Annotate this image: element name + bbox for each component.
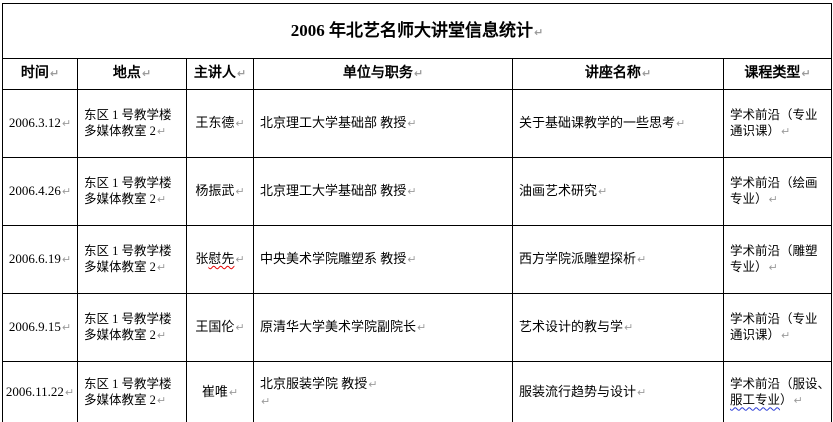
paragraph-mark: ↵ <box>637 253 647 267</box>
cell-type[interactable]: 学术前沿（专业 通识课）↵ <box>722 89 833 158</box>
col-header-location-label: 地点 <box>112 65 141 81</box>
cell-lecture[interactable]: 关于基础课教学的一些思考↵ <box>512 89 724 158</box>
paragraph-mark: ↵ <box>61 253 72 267</box>
col-header-lecture[interactable]: 讲座名称↵ <box>512 58 724 90</box>
col-header-type[interactable]: 课程类型↵ <box>722 58 833 90</box>
cell-location[interactable]: 东区 1 号教学楼 多媒体教室 2↵ <box>77 225 187 294</box>
cell-speaker[interactable]: 王东德↵ <box>186 89 254 158</box>
cell-type[interactable]: 学术前沿（雕塑 专业）↵ <box>722 225 833 294</box>
paragraph-mark: ↵ <box>61 117 72 131</box>
paragraph-mark: ↵ <box>235 117 245 131</box>
cell-lecture[interactable]: 艺术设计的教与学↵ <box>512 293 724 362</box>
table-row: 2006.9.15↵ 东区 1 号教学楼 多媒体教室 2↵ 王国伦↵ 原清华大学… <box>2 293 833 362</box>
paragraph-mark: ↵ <box>768 261 778 275</box>
paragraph-mark: ↵ <box>156 329 167 343</box>
cell-date[interactable]: 2006.11.22↵ <box>2 361 78 422</box>
cell-date[interactable]: 2006.3.12↵ <box>2 89 78 158</box>
title-row: 2006 年北艺名师大讲堂信息统计↵ <box>1 3 833 59</box>
cell-type[interactable]: 学术前沿（服设、 服工专业）↵ <box>722 361 833 422</box>
paragraph-mark: ↵ <box>141 66 152 80</box>
paragraph-mark: ↵ <box>417 321 427 335</box>
document-title: 2006 年北艺名师大讲堂信息统计 <box>290 20 534 40</box>
cell-speaker[interactable]: 王国伦↵ <box>186 293 254 362</box>
paragraph-mark: ↵ <box>64 386 75 400</box>
table-row: 2006.11.22↵ 东区 1 号教学楼 多媒体教室 2↵ 崔唯↵ 北京服装学… <box>2 361 833 422</box>
paragraph-mark: ↵ <box>641 66 652 80</box>
col-header-type-label: 课程类型 <box>744 65 801 81</box>
paragraph-mark: ↵ <box>261 394 271 408</box>
cell-location[interactable]: 东区 1 号教学楼 多媒体教室 2↵ <box>77 293 187 362</box>
paragraph-mark: ↵ <box>235 185 245 199</box>
paragraph-mark: ↵ <box>156 193 167 207</box>
paragraph-mark: ↵ <box>793 394 803 408</box>
cell-location[interactable]: 东区 1 号教学楼 多媒体教室 2↵ <box>77 361 187 422</box>
paragraph-mark: ↵ <box>534 25 544 39</box>
cell-location[interactable]: 东区 1 号教学楼 多媒体教室 2↵ <box>77 157 187 226</box>
cell-lecture[interactable]: 西方学院派雕塑探析↵ <box>512 225 724 294</box>
cell-lecture[interactable]: 油画艺术研究↵ <box>512 157 724 226</box>
paragraph-mark: ↵ <box>61 185 72 199</box>
spellcheck-marked-text: 慰先 <box>208 251 235 267</box>
cell-lecture[interactable]: 服装流行趋势与设计↵ <box>512 361 724 422</box>
cell-unit[interactable]: 北京理工大学基础部 教授↵ <box>253 157 513 226</box>
paragraph-mark: ↵ <box>156 125 167 139</box>
paragraph-mark: ↵ <box>407 117 417 131</box>
cell-unit[interactable]: 原清华大学美术学院副院长↵ <box>253 293 513 362</box>
document-title-cell[interactable]: 2006 年北艺名师大讲堂信息统计↵ <box>1 3 833 59</box>
paragraph-mark: ↵ <box>228 386 239 400</box>
cell-location[interactable]: 东区 1 号教学楼 多媒体教室 2↵ <box>77 89 187 158</box>
cell-type[interactable]: 学术前沿（绘画 专业）↵ <box>722 157 833 226</box>
table-row: 2006.3.12↵ 东区 1 号教学楼 多媒体教室 2↵ 王东德↵ 北京理工大… <box>2 89 833 158</box>
paragraph-mark: ↵ <box>236 66 247 80</box>
cell-unit[interactable]: 中央美术学院雕塑系 教授↵ <box>253 225 513 294</box>
col-header-location[interactable]: 地点↵ <box>77 58 187 90</box>
paragraph-mark: ↵ <box>156 261 167 275</box>
paragraph-mark: ↵ <box>413 66 424 80</box>
col-header-time[interactable]: 时间↵ <box>2 58 78 90</box>
paragraph-mark: ↵ <box>598 185 608 199</box>
cell-speaker[interactable]: 崔唯↵ <box>186 361 254 422</box>
cell-date[interactable]: 2006.6.19↵ <box>2 225 78 294</box>
paragraph-mark: ↵ <box>676 117 686 131</box>
paragraph-mark: ↵ <box>637 386 647 400</box>
grammar-marked-text: 服工专业 <box>730 393 781 408</box>
col-header-unit-label: 单位与职务 <box>342 65 413 81</box>
paragraph-mark: ↵ <box>156 394 167 408</box>
paragraph-mark: ↵ <box>624 321 634 335</box>
cell-speaker[interactable]: 杨振武↵ <box>186 157 254 226</box>
col-header-time-label: 时间 <box>20 65 49 81</box>
col-header-speaker[interactable]: 主讲人↵ <box>186 58 254 90</box>
cell-speaker[interactable]: 张慰先↵ <box>186 225 254 294</box>
paragraph-mark: ↵ <box>61 321 72 335</box>
table-row: 2006.6.19↵ 东区 1 号教学楼 多媒体教室 2↵ 张慰先↵ 中央美术学… <box>2 225 833 294</box>
cell-type[interactable]: 学术前沿（专业 通识课）↵ <box>722 293 833 362</box>
cell-unit[interactable]: 北京理工大学基础部 教授↵ <box>253 89 513 158</box>
paragraph-mark: ↵ <box>235 253 245 267</box>
paragraph-mark: ↵ <box>781 125 791 139</box>
cell-unit[interactable]: 北京服装学院 教授↵ ↵ <box>253 361 513 422</box>
col-header-speaker-label: 主讲人 <box>193 65 236 81</box>
col-header-unit[interactable]: 单位与职务↵ <box>253 58 513 90</box>
header-row: 时间↵ 地点↵ 主讲人↵ 单位与职务↵ 讲座名称↵ 课程类型↵ <box>2 58 833 90</box>
cell-date[interactable]: 2006.9.15↵ <box>2 293 78 362</box>
cell-date[interactable]: 2006.4.26↵ <box>2 157 78 226</box>
paragraph-mark: ↵ <box>781 329 791 343</box>
paragraph-mark: ↵ <box>407 253 417 267</box>
paragraph-mark: ↵ <box>407 185 417 199</box>
col-header-lecture-label: 讲座名称 <box>584 65 641 81</box>
paragraph-mark: ↵ <box>49 66 60 80</box>
paragraph-mark: ↵ <box>801 66 811 80</box>
paragraph-mark: ↵ <box>368 377 378 391</box>
paragraph-mark: ↵ <box>768 193 778 207</box>
table-row: 2006.4.26↵ 东区 1 号教学楼 多媒体教室 2↵ 杨振武↵ 北京理工大… <box>2 157 833 226</box>
lecture-stats-table: 2006 年北艺名师大讲堂信息统计↵ 时间↵ 地点↵ 主讲人↵ 单位与职务↵ 讲… <box>1 3 833 422</box>
paragraph-mark: ↵ <box>235 321 245 335</box>
